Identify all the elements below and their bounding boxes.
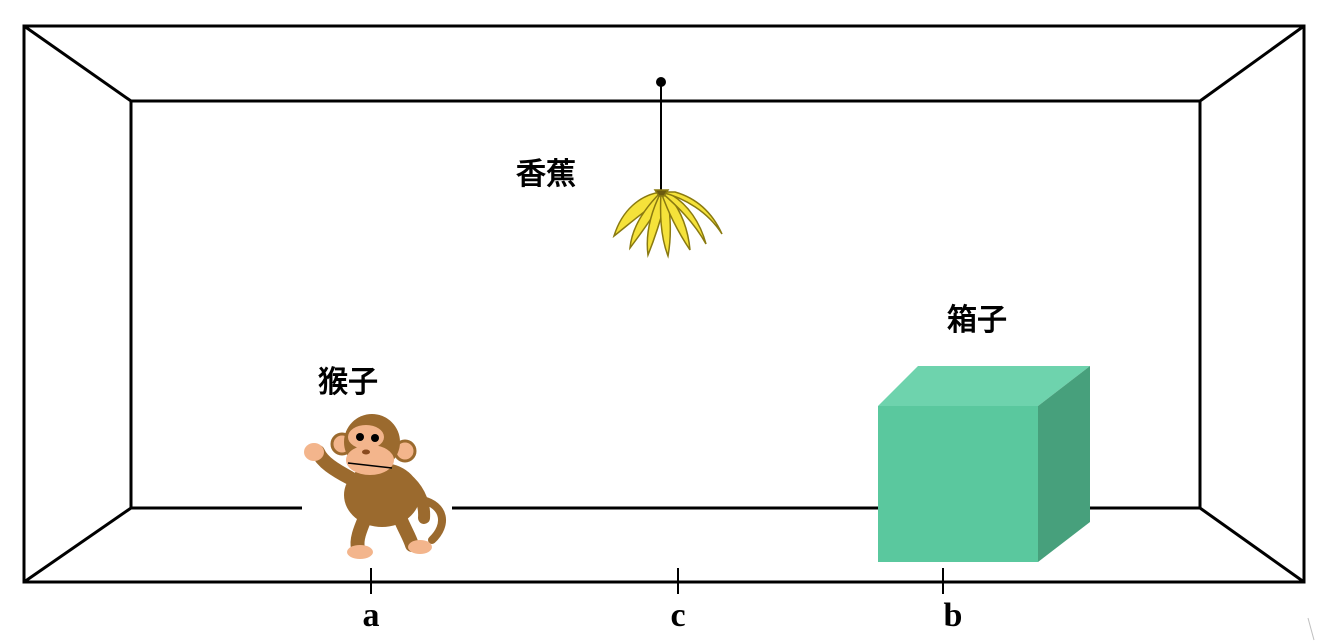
corner-line-bottom-left	[23, 506, 132, 584]
monkey-icon	[302, 414, 452, 559]
back-wall-frame	[129, 99, 1202, 510]
banana-bunch-icon	[612, 189, 723, 259]
position-label-b: b	[944, 597, 963, 634]
box-icon	[878, 366, 1090, 562]
box-front-face	[878, 406, 1038, 562]
box-side-face	[1038, 366, 1090, 562]
monkey-label: 猴子	[318, 365, 378, 400]
box-top-face	[878, 366, 1090, 406]
position-ticks	[370, 568, 944, 594]
ceiling-hook-icon	[656, 77, 666, 192]
banana-label: 香蕉	[516, 157, 576, 192]
corner-line-top-left	[23, 24, 132, 103]
corner-line-top-right	[1199, 24, 1305, 103]
position-label-a: a	[363, 597, 380, 634]
room-frame	[22, 24, 1306, 584]
corner-line-bottom-right	[1199, 506, 1305, 584]
corner-mark	[1307, 617, 1315, 641]
box-label: 箱子	[947, 303, 1007, 338]
position-label-c: c	[670, 597, 685, 634]
outer-wall-frame	[22, 24, 1306, 584]
